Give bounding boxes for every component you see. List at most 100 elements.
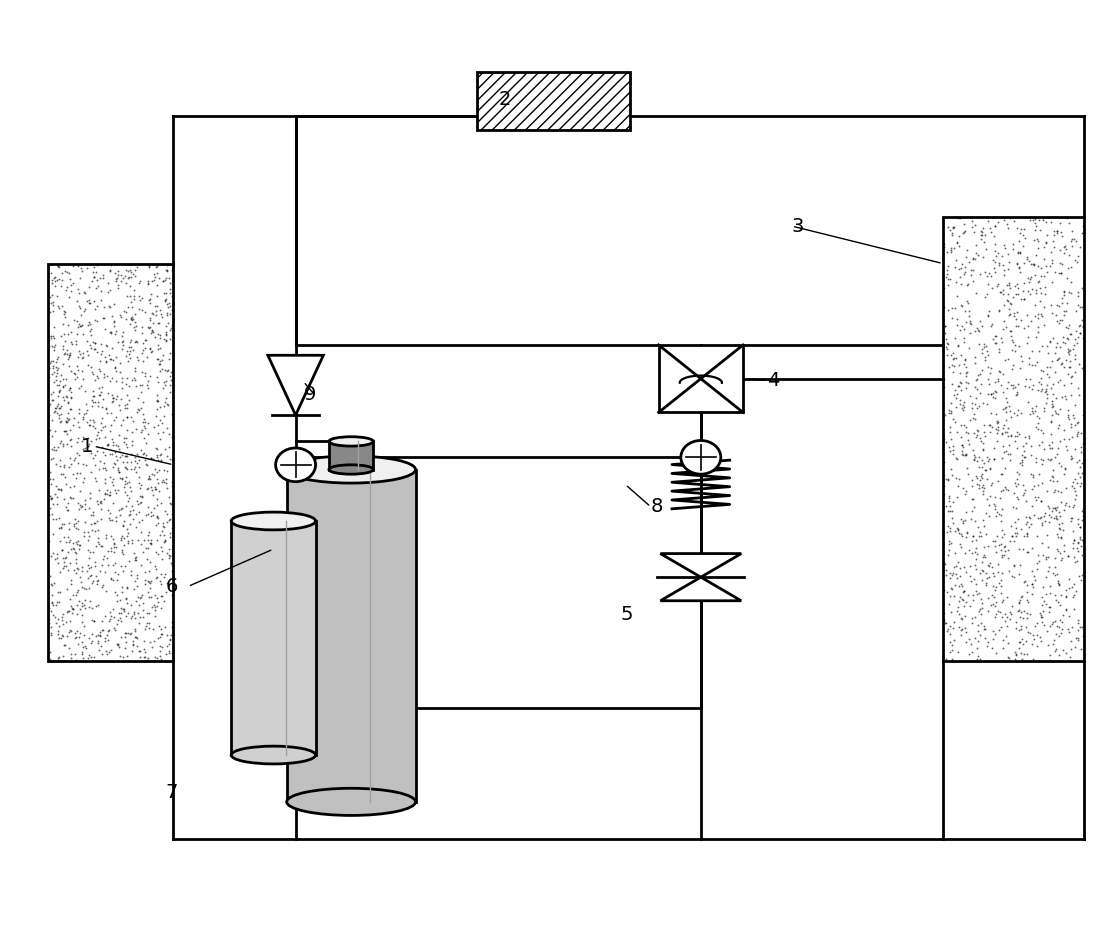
Point [126, 622, 144, 637]
Point [52, 482, 70, 497]
Point [961, 326, 978, 341]
Point [1043, 616, 1061, 631]
Point [1044, 614, 1062, 629]
Point [977, 505, 995, 520]
Point [160, 377, 178, 393]
Point [1034, 210, 1052, 225]
Point [151, 448, 169, 463]
Point [106, 361, 124, 376]
Point [75, 475, 92, 490]
Point [146, 479, 164, 494]
Point [944, 412, 962, 427]
Point [154, 552, 171, 567]
Point [126, 462, 144, 477]
Point [139, 276, 157, 291]
Polygon shape [268, 355, 324, 415]
Point [1022, 516, 1040, 531]
Point [1050, 516, 1067, 531]
Point [159, 513, 177, 528]
Point [1028, 306, 1046, 321]
Point [1012, 405, 1030, 420]
Point [1050, 407, 1067, 422]
Point [952, 298, 969, 313]
Point [160, 548, 178, 563]
Point [58, 265, 76, 280]
Point [68, 537, 86, 552]
Point [127, 334, 145, 349]
Point [1032, 608, 1050, 623]
Point [56, 491, 73, 506]
Point [962, 268, 979, 283]
Point [974, 396, 992, 411]
Point [1018, 529, 1036, 544]
Point [140, 342, 158, 357]
Point [62, 598, 80, 613]
Point [998, 636, 1016, 651]
Point [962, 569, 979, 584]
Point [1066, 347, 1084, 362]
Point [1014, 631, 1032, 646]
Point [949, 522, 967, 537]
Point [1009, 512, 1027, 527]
Point [41, 500, 59, 516]
Point [158, 480, 176, 495]
Point [159, 637, 177, 652]
Point [986, 502, 1004, 517]
Point [109, 483, 127, 498]
Point [999, 286, 1017, 301]
Point [1023, 439, 1041, 454]
Point [61, 432, 79, 447]
Point [1047, 406, 1065, 421]
Point [1002, 611, 1020, 626]
Point [81, 464, 99, 479]
Point [968, 423, 986, 438]
Point [969, 423, 987, 439]
Point [156, 532, 174, 547]
Point [1042, 415, 1060, 430]
Point [149, 316, 167, 331]
Point [1061, 412, 1078, 427]
Point [96, 471, 114, 486]
Point [41, 328, 59, 343]
Point [41, 569, 59, 584]
Point [51, 436, 69, 451]
Point [115, 514, 132, 529]
Point [114, 580, 131, 595]
Point [999, 307, 1017, 322]
Point [90, 362, 108, 377]
Point [75, 349, 92, 364]
Point [971, 529, 988, 544]
Point [89, 577, 107, 592]
Point [159, 299, 177, 314]
Point [985, 452, 1003, 467]
Point [959, 295, 977, 310]
Point [147, 588, 165, 603]
Point [1072, 459, 1090, 474]
Point [1011, 467, 1028, 482]
Point [968, 640, 986, 655]
Point [979, 451, 997, 466]
Point [984, 565, 1002, 580]
Point [75, 456, 92, 471]
Point [1037, 215, 1055, 230]
Point [81, 593, 99, 608]
Point [55, 457, 72, 472]
Point [92, 623, 110, 638]
Point [966, 558, 984, 573]
Point [134, 290, 151, 305]
Point [154, 639, 171, 654]
Point [96, 448, 114, 463]
Point [42, 604, 60, 619]
Point [96, 634, 114, 649]
Point [1047, 298, 1065, 313]
Point [75, 346, 92, 361]
Point [148, 450, 166, 465]
Point [158, 257, 176, 272]
Point [1038, 338, 1056, 353]
Point [158, 363, 176, 378]
Point [1046, 404, 1064, 419]
Point [126, 315, 144, 330]
Point [126, 263, 144, 278]
Point [1007, 490, 1025, 505]
Point [997, 425, 1015, 440]
